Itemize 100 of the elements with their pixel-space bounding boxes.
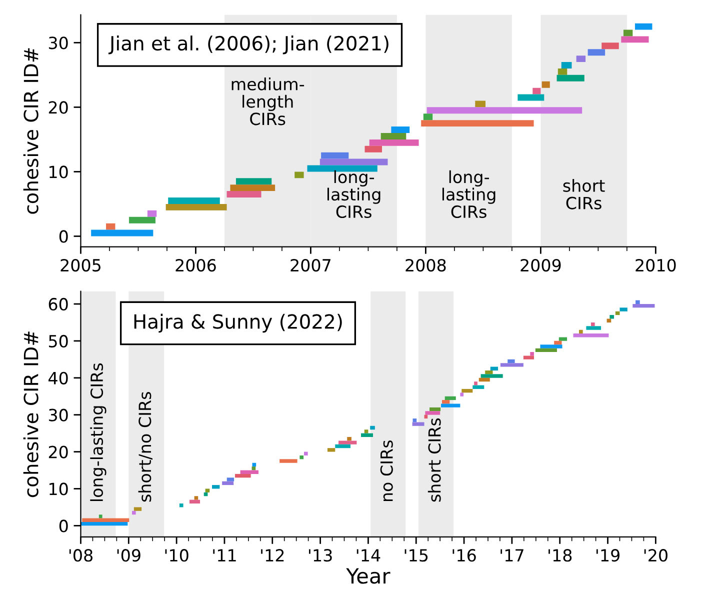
y-tick-label: 20 [48,446,68,458]
x-tick-label: '08 [69,549,92,562]
bar [226,478,234,482]
bar [226,191,262,198]
bar [532,88,541,94]
x-tick-label: '14 [356,549,380,562]
bar [423,114,433,120]
x-tick-label: '10 [165,549,188,562]
bar [205,488,210,492]
bar [189,500,200,504]
bar [462,388,473,393]
x-tick-label: '11 [213,549,236,562]
x-tick-label: 2006 [176,258,216,272]
bar [632,304,655,308]
bar [91,230,154,236]
bar [621,36,649,43]
y-tick-label: 10 [50,482,68,496]
bar [212,485,220,489]
x-tick-label: '09 [117,549,140,562]
band-label: long- lasting CIRs [442,170,496,218]
x-tick-label: '20 [644,549,668,562]
bar [442,400,450,404]
bar [320,158,388,166]
y-axis-title: cohesive CIR ID# [23,48,38,214]
bar [634,23,652,30]
y-tick-label: 50 [49,334,68,348]
bar [556,74,584,82]
x-tick-label: '17 [500,549,524,562]
bar [610,315,614,319]
bar [558,68,568,75]
x-tick-label: 2005 [60,258,100,272]
bar [576,56,586,62]
bar [327,448,336,452]
bar [82,518,130,522]
band-label: short/no CIRs [138,392,153,502]
bar [588,49,606,56]
bar [129,216,156,224]
y-tick-label: 0 [59,230,68,243]
bar [441,404,460,408]
bar [480,374,503,378]
x-tick-label: 2009 [520,258,561,272]
bar [623,30,633,36]
bar [475,100,486,108]
bar [558,337,568,341]
bar [490,366,498,370]
bar [554,340,562,345]
bar [235,474,251,478]
bar [579,330,583,334]
bar [147,210,157,217]
bar [478,378,490,382]
bar [280,459,298,463]
x-tick-label: '15 [404,549,428,562]
bar [530,352,534,356]
band-label: long- lasting CIRs [327,170,380,218]
bar [369,139,419,146]
bar [430,407,441,412]
bar [106,223,116,230]
y-tick-label: 30 [48,36,68,50]
bar [236,178,272,185]
bar [364,430,368,434]
bar [485,370,493,374]
bar [391,126,410,133]
bar [380,132,406,140]
x-tick-label: '18 [548,549,572,562]
bar [508,359,515,364]
y-tick-label: 40 [48,372,68,384]
x-tick-label: '13 [308,549,332,562]
bar [168,198,220,204]
y-tick-label: 0 [59,520,68,532]
bar [620,308,628,312]
band-label: no CIRs [380,440,393,502]
bar [80,522,128,526]
bar [347,436,352,441]
bar [338,440,357,444]
x-tick-label: '12 [261,549,284,562]
bar [636,300,640,304]
y-tick-label: 30 [48,408,68,422]
bar [444,396,456,400]
y-tick-label: 10 [50,166,68,178]
x-axis-title: Year [346,568,390,584]
bar [474,382,478,386]
bar [179,504,184,508]
y-tick-label: 20 [48,101,68,114]
x-tick-label: 2010 [636,258,676,272]
x-tick-label: 2008 [406,258,446,272]
bar [361,433,373,437]
bar [561,62,572,68]
bar [586,326,602,330]
text: Jian et al. (2006); Jian (2021) [108,36,388,54]
bar [518,94,544,101]
bar [412,422,424,426]
bar [321,152,349,159]
bar [523,356,534,360]
bar [460,392,464,396]
bar [222,481,234,486]
x-tick-label: '16 [452,549,476,562]
bar [573,334,609,338]
bar [472,385,484,389]
bar [230,184,276,192]
bar [307,165,378,172]
